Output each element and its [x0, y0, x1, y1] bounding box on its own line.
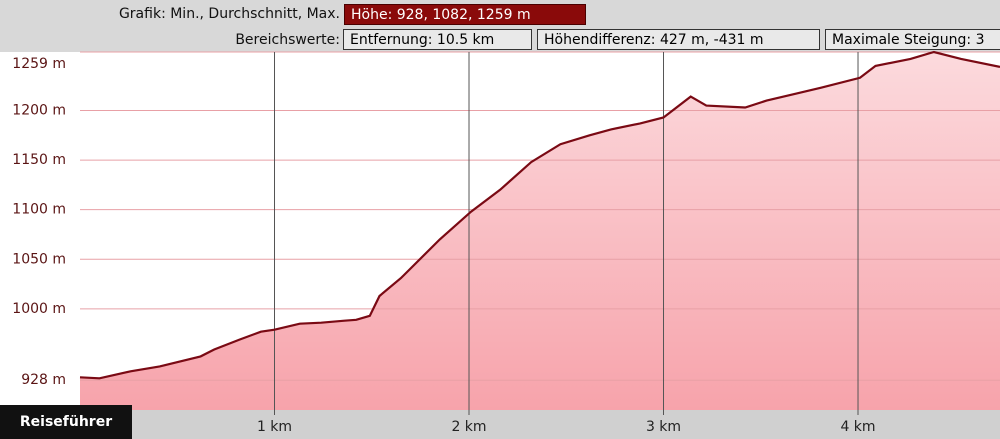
x-tick-label: 1 km — [257, 419, 292, 435]
y-tick-label: 1000 m — [12, 301, 66, 317]
x-tick-label: 4 km — [840, 419, 875, 435]
x-tick-label: 2 km — [451, 419, 486, 435]
elevation-line — [79, 50, 1000, 380]
y-tick-label: 1100 m — [12, 202, 66, 218]
y-tick-label: 1200 m — [12, 103, 66, 119]
x-axis-area — [0, 410, 1000, 439]
height-box: Höhe: 928, 1082, 1259 m — [344, 4, 586, 25]
max-slope-box: Maximale Steigung: 3 — [825, 29, 1000, 50]
elevation-diff-box: Höhendifferenz: 427 m, -431 m — [537, 29, 820, 50]
guide-button[interactable]: Reiseführer — [0, 405, 132, 439]
area-shine — [80, 52, 1000, 410]
graph-label: Grafik: Min., Durchschnitt, Max. — [118, 6, 340, 22]
y-tick-label: 1259 m — [12, 56, 66, 72]
y-tick-label: 1150 m — [12, 152, 66, 168]
x-tick-label: 3 km — [646, 419, 681, 435]
y-tick-label: 928 m — [21, 372, 66, 388]
range-label: Bereichswerte: — [235, 32, 340, 48]
y-axis-area — [0, 52, 80, 410]
y-tick-label: 1050 m — [12, 251, 66, 267]
distance-box: Entfernung: 10.5 km — [343, 29, 532, 50]
